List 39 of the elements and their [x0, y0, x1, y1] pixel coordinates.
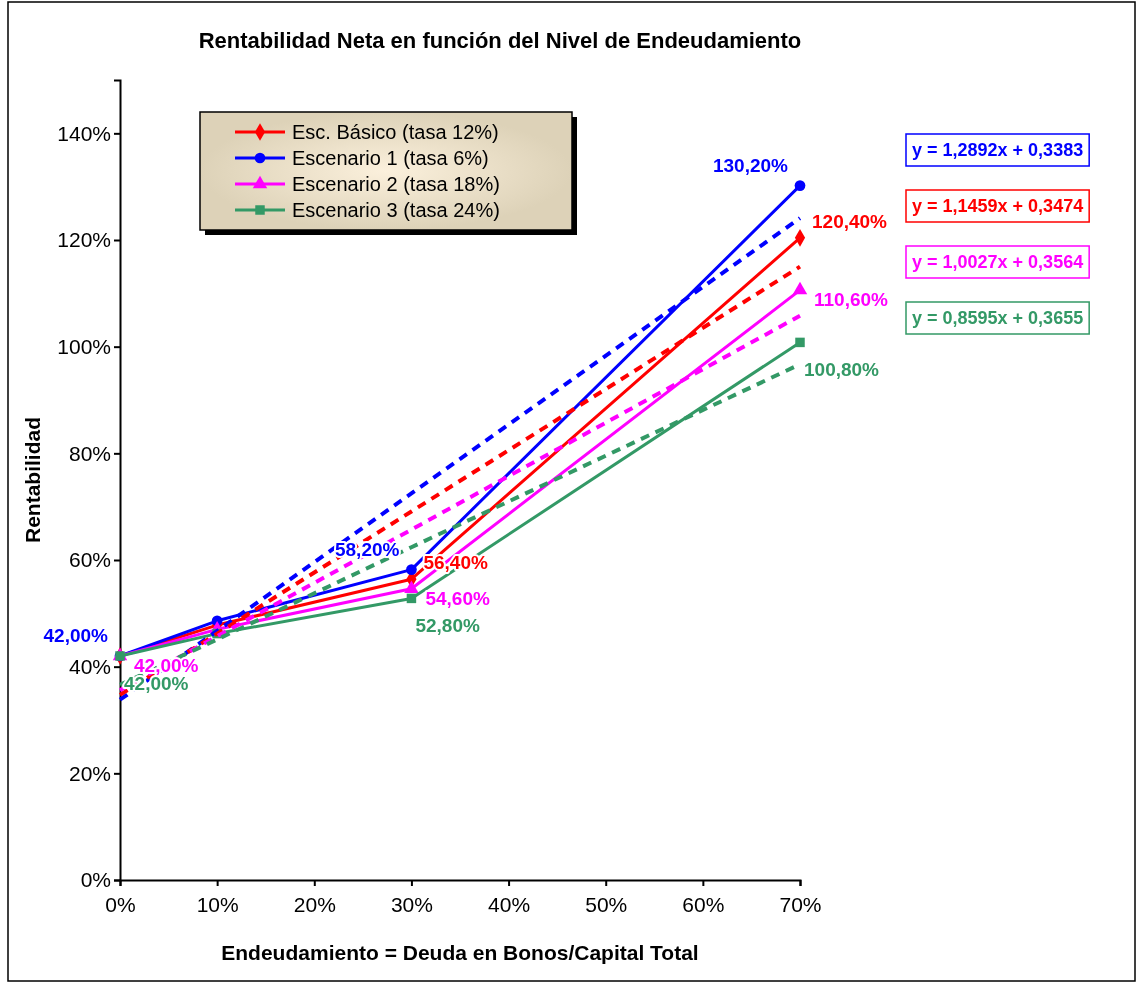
x-tick-label: 0% — [105, 893, 136, 917]
legend-label: Escenario 2 (tasa 18%) — [292, 173, 500, 195]
x-tick-label: 20% — [293, 893, 336, 917]
x-axis-title: Endeudamiento = Deuda en Bonos/Capital Total — [221, 941, 699, 964]
text: y = 1,2892x + 0,3383 — [912, 140, 1084, 160]
y-tick-label: 20% — [68, 761, 111, 785]
x-tick-label: 70% — [779, 893, 822, 917]
point — [794, 180, 806, 191]
data-label: 110,60% — [814, 289, 889, 311]
point — [406, 564, 417, 575]
chart-title: Rentabilidad Neta en función del Nivel de Endeudamiento — [198, 28, 802, 53]
y-tick-label: 40% — [68, 654, 111, 678]
y-axis-title: Rentabilidad — [21, 416, 44, 544]
text: y = 0,8595x + 0,3655 — [912, 308, 1084, 328]
x-tick-label: 30% — [390, 893, 433, 917]
point — [404, 580, 419, 593]
point — [406, 593, 417, 604]
y-tick-label: 60% — [68, 548, 111, 572]
x-tick-label: 60% — [682, 893, 725, 917]
y-tick-label: 140% — [57, 121, 111, 145]
text: y = 1,1459x + 0,3474 — [912, 196, 1084, 216]
y-tick-label: 120% — [57, 228, 111, 252]
y-tick-label: 0% — [80, 868, 111, 892]
legend-label: Escenario 1 (tasa 6%) — [292, 147, 489, 169]
legend-label: Esc. Básico (tasa 12%) — [292, 121, 499, 143]
x-tick-label: 40% — [488, 893, 531, 917]
point — [795, 337, 805, 348]
x-tick-label: 10% — [196, 893, 239, 917]
data-label: 100,80% — [804, 359, 880, 381]
data-label: 42,00% — [43, 625, 109, 646]
data-label: 52,80% — [415, 615, 480, 637]
x-tick-label: 50% — [585, 893, 628, 917]
data-label: 120,40% — [812, 210, 888, 232]
y-tick-label: 100% — [57, 334, 111, 358]
y-tick-label: 80% — [68, 441, 111, 465]
legend-label: Escenario 3 (tasa 24%) — [292, 199, 500, 221]
text: y = 1,0027x + 0,3564 — [912, 252, 1084, 272]
data-label: 130,20% — [712, 154, 789, 176]
data-label: 54,60% — [425, 587, 490, 609]
